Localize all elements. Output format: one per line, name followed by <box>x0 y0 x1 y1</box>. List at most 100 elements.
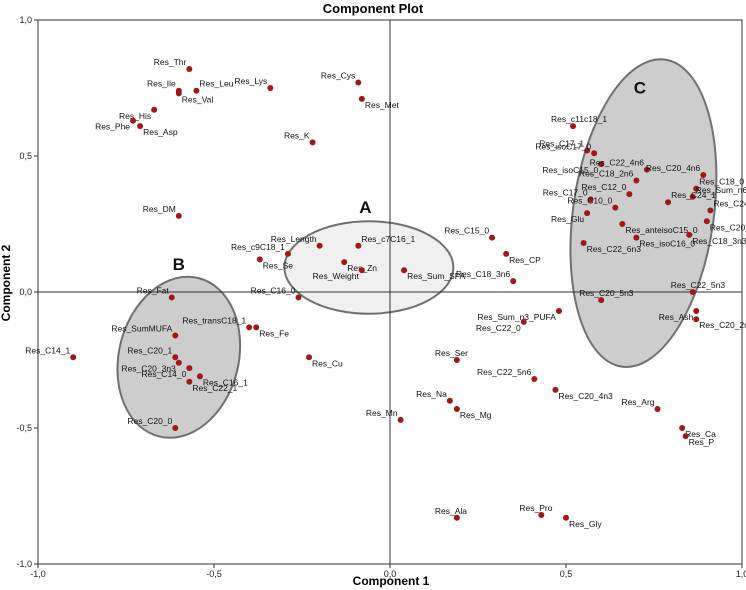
point-res-c20-3n6 <box>703 218 710 225</box>
point-label-res-c20-1: Res_C20_1 <box>127 345 172 355</box>
point-res-his <box>151 106 158 113</box>
point-label-res-c20-2n6: Res_C20_2n6 <box>699 320 746 330</box>
point-res-c12-0 <box>626 191 633 198</box>
point-label-res-anteisoc15-0: Res_anteisoC15_0 <box>625 225 698 235</box>
point-res-c11c18-1 <box>570 123 577 130</box>
point-res-length <box>316 242 323 249</box>
point-res-c22-5n6 <box>531 376 538 383</box>
point-label-res-sum-sfa: Res_Sum_SFA <box>407 271 465 281</box>
point-res-c22-6n3 <box>580 240 587 247</box>
point-res-mn <box>397 416 404 423</box>
point-res-thr <box>186 65 193 72</box>
point-label-res-cp: Res_CP <box>509 255 541 265</box>
point-label-res-c20-4n3: Res_C20_4n3 <box>558 391 613 401</box>
point-label-res-met: Res_Met <box>365 100 400 110</box>
cluster-a-ellipse <box>283 220 455 315</box>
axis-ticks: -1,0 -0,5 0,0 0,5 1,0 1,0 0,5 0,0 -0,5 -1,0 <box>16 15 746 579</box>
point-label-res-transc18-1: Res_transC18_1 <box>182 315 246 325</box>
point-res-p <box>682 433 689 440</box>
y-tick-label: -1,0 <box>16 559 32 569</box>
cluster-b-ellipse <box>116 275 242 439</box>
point-label-res-fat: Res_Fat <box>137 285 170 295</box>
point-label-res-arg: Res_Arg <box>621 397 654 407</box>
x-tick-label: -0,5 <box>206 569 222 579</box>
point-label-res-c16-1: Res_C16_1 <box>203 377 248 387</box>
point-label-res-c22-4n6: Res_C22_4n6 <box>590 158 645 168</box>
x-tick-label: 0,0 <box>384 569 397 579</box>
point-label-res-asp: Res_Asp <box>143 127 178 137</box>
point-res-arg <box>654 405 661 412</box>
point-res-isoc15-0 <box>598 161 605 168</box>
point-label-res-summufa: Res_SumMUFA <box>111 324 172 334</box>
point-res-c16-1 <box>196 373 203 380</box>
point-label-res-c9c18-1: Res_c9C18_1 <box>231 242 285 252</box>
y-tick-label: 0,5 <box>19 151 32 161</box>
point-label-res-isoc16-0: Res_isoC16_0 <box>639 239 695 249</box>
point-label-res-c15-0: Res_C15_0 <box>444 226 489 236</box>
y-tick-label: 1,0 <box>19 15 32 25</box>
point-res-c22-5n3 <box>689 289 696 295</box>
point-label-res-k: Res_K <box>284 130 310 140</box>
point-label-res-se: Res_Se <box>263 260 294 270</box>
x-tick-label: -1,0 <box>30 569 46 579</box>
point-res-c17-1 <box>584 147 591 154</box>
point-res-ca <box>679 425 686 431</box>
point-res-c20-5n3 <box>598 297 605 304</box>
point-label-res-c18-3n3: Res_C18_3n3 <box>692 236 746 246</box>
point-label-res-mg: Res_Mg <box>460 410 492 420</box>
point-label-res-ca: Res_Ca <box>685 429 716 439</box>
point-label-res-c22-5n3: Res_C22_5n3 <box>671 280 726 290</box>
point-label-res-ala: Res_Ala <box>435 506 467 516</box>
point-res-sum-sfa <box>401 267 408 274</box>
point-label-res-leu: Res_Leu <box>199 79 233 89</box>
point-res-na <box>446 397 453 404</box>
point-label-res-na: Res_Na <box>416 389 447 399</box>
y-tick-label: -0,5 <box>16 423 32 433</box>
point-res-dm <box>175 212 182 219</box>
point-label-res-dm: Res_DM <box>143 204 176 214</box>
point-res-cys <box>355 79 362 86</box>
point-res-c15-0 <box>489 234 496 241</box>
point-res-c7c16-1 <box>355 242 362 249</box>
point-res-met <box>358 95 365 102</box>
point-label-res-cys: Res_Cys <box>321 71 355 81</box>
point-label-res-isoc17-0: Res_isoC17_0 <box>535 141 591 151</box>
point-res-phe <box>130 117 137 124</box>
point-res-c9c18-1 <box>284 250 291 257</box>
point-res-isoc17-0 <box>591 150 598 157</box>
point-label-res-c20-3n3: Res_C20_3n3 <box>121 364 176 374</box>
reference-lines <box>38 20 742 564</box>
y-tick-label: 0,0 <box>19 287 32 297</box>
point-label-res-c14-1: Res_C14_1 <box>25 345 70 355</box>
point-res-c20-4n6 <box>700 172 707 179</box>
x-axis-label: Component 1 <box>353 574 430 588</box>
point-label-res-c22-5n6: Res_C22_5n6 <box>477 367 532 377</box>
point-label-res-ash: Res_Ash <box>659 312 694 322</box>
point-label-res-c17-0: Res_C17_0 <box>543 188 588 198</box>
point-label-res-c18-2n6: Res_C18_2n6 <box>579 168 634 178</box>
point-label-res-lys: Res_Lys <box>235 76 268 86</box>
point-label-res-c22-0: Res_C22_0 <box>476 323 521 333</box>
point-res-c20-4n3 <box>552 386 559 393</box>
point-res-cu <box>306 354 313 361</box>
point-label-res-mn: Res_Mn <box>366 408 398 418</box>
point-label-res-c18-0: Res_C18_0 <box>699 177 744 187</box>
point-res-lys <box>267 85 274 91</box>
point-res-sum-n3-pufa <box>555 308 562 315</box>
point-res-c18-3n6 <box>510 278 517 285</box>
point-res-fe <box>253 324 260 331</box>
chart-title: Component Plot <box>323 1 424 16</box>
point-label-res-c20-0: Res_C20_0 <box>127 416 172 426</box>
point-res-c16-0 <box>295 294 302 301</box>
point-res-weight <box>358 267 365 274</box>
point-res-fat <box>168 294 175 301</box>
cluster-label-layer: A B C <box>173 78 646 274</box>
point-res-summufa <box>172 332 179 339</box>
point-res-c22-1 <box>186 378 193 385</box>
point-label-res-c18-3n6: Res_C18_3n6 <box>456 269 511 279</box>
point-label-res-ser: Res_Ser <box>435 348 468 358</box>
point-label-res-phe: Res_Phe <box>95 122 130 132</box>
point-label-res-c10-0: Res_C10_0 <box>567 196 612 206</box>
